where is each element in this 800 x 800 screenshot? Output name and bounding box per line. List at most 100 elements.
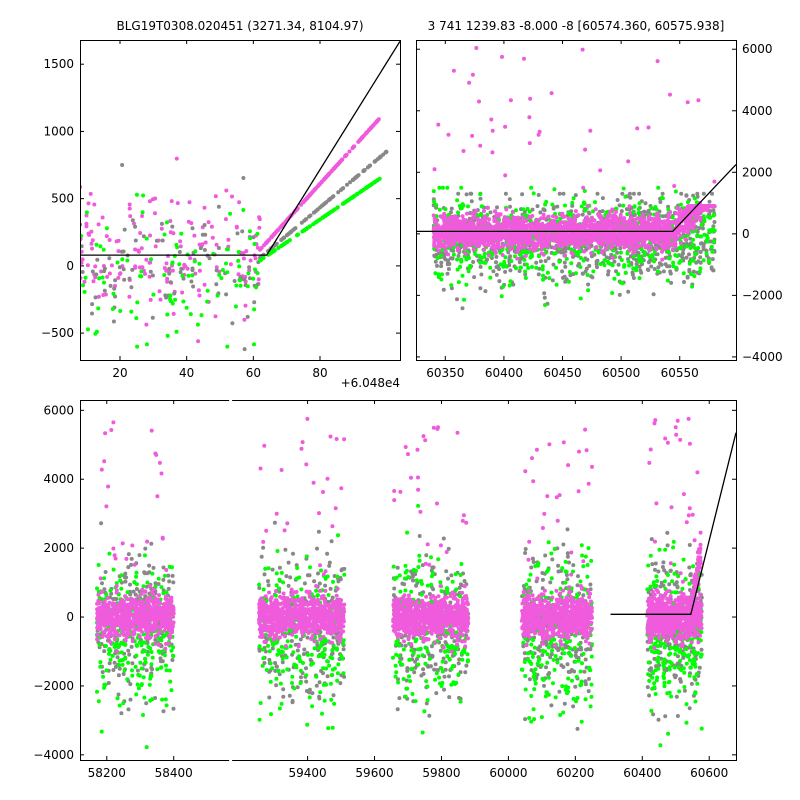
data-point xyxy=(477,253,482,258)
data-point xyxy=(99,269,104,274)
data-point xyxy=(451,68,456,73)
data-point xyxy=(677,246,682,251)
data-point xyxy=(252,300,257,305)
data-point xyxy=(214,268,219,273)
data-point xyxy=(540,237,545,242)
data-point xyxy=(490,236,495,241)
data-point xyxy=(190,266,195,271)
data-point xyxy=(654,246,659,251)
data-point xyxy=(673,221,678,226)
data-point xyxy=(504,236,509,241)
data-point xyxy=(127,276,132,281)
data-point xyxy=(691,237,696,242)
data-point xyxy=(141,234,146,239)
data-point xyxy=(660,242,665,247)
data-point xyxy=(168,293,173,298)
data-point xyxy=(268,251,272,256)
data-point xyxy=(599,250,604,255)
data-point xyxy=(515,256,520,261)
data-point xyxy=(442,223,447,228)
data-point xyxy=(602,263,607,268)
data-point xyxy=(147,563,152,568)
data-point xyxy=(539,247,544,252)
data-point xyxy=(460,214,465,219)
data-point xyxy=(111,319,116,324)
data-point xyxy=(699,222,704,227)
x-tick-label: 60 xyxy=(246,366,261,380)
x-tick-label: 40 xyxy=(179,366,194,380)
data-point xyxy=(339,158,344,163)
data-point xyxy=(93,264,98,269)
data-point xyxy=(640,212,645,217)
data-point xyxy=(482,251,487,256)
data-point xyxy=(129,309,134,314)
data-point xyxy=(585,273,590,277)
data-point xyxy=(508,98,513,103)
data-point xyxy=(144,342,149,347)
data-point xyxy=(501,284,506,289)
data-point xyxy=(130,218,135,223)
data-point xyxy=(107,661,112,666)
data-point xyxy=(167,271,172,276)
data-point xyxy=(86,201,91,206)
data-point xyxy=(431,213,436,218)
data-point xyxy=(273,242,278,247)
data-point xyxy=(154,238,159,243)
data-point xyxy=(693,252,698,257)
data-point xyxy=(135,300,140,305)
data-point xyxy=(536,132,541,137)
data-point xyxy=(255,231,260,236)
data-point xyxy=(210,235,215,240)
data-point xyxy=(118,309,123,313)
data-point xyxy=(450,241,455,246)
data-point xyxy=(581,237,586,242)
data-point xyxy=(613,233,618,238)
data-point xyxy=(576,213,581,218)
data-point xyxy=(708,209,713,213)
data-point xyxy=(594,245,599,250)
data-point xyxy=(570,225,574,230)
data-point xyxy=(312,187,317,192)
data-point xyxy=(560,211,565,216)
data-point xyxy=(618,212,623,217)
data-point xyxy=(248,236,253,241)
data-point xyxy=(707,199,712,204)
data-point xyxy=(700,208,705,213)
data-point xyxy=(109,591,114,596)
data-point xyxy=(620,191,625,196)
data-point xyxy=(660,196,665,201)
data-point xyxy=(432,199,437,204)
data-point xyxy=(563,249,568,254)
panel-top-left: BLG19T0308.020451 (3271.34, 8104.97) 20 4… xyxy=(41,19,401,390)
data-point xyxy=(478,260,483,265)
data-point xyxy=(206,220,211,225)
data-point xyxy=(102,649,107,654)
data-point xyxy=(170,301,175,306)
model-line xyxy=(416,164,736,233)
data-point xyxy=(621,186,626,191)
data-point xyxy=(669,280,674,285)
data-point xyxy=(165,333,170,338)
panel-top-right-title: 3 741 1239.83 -8.000 -8 [60574.360, 6057… xyxy=(428,19,725,33)
data-point xyxy=(169,199,174,204)
data-point xyxy=(241,208,246,212)
data-point xyxy=(605,235,610,240)
data-point xyxy=(573,245,578,250)
data-point xyxy=(648,232,653,237)
data-point xyxy=(671,260,676,265)
data-point xyxy=(254,285,259,290)
data-point xyxy=(460,306,465,311)
data-point xyxy=(214,265,219,270)
data-point xyxy=(495,205,499,210)
data-point xyxy=(197,261,202,266)
data-point xyxy=(100,215,105,220)
data-point xyxy=(707,228,712,233)
data-point xyxy=(608,244,613,249)
data-point xyxy=(173,297,178,302)
data-point xyxy=(472,233,477,238)
data-point xyxy=(660,257,665,262)
data-point xyxy=(648,226,653,231)
data-point xyxy=(140,265,145,270)
data-point xyxy=(262,661,267,665)
data-point xyxy=(153,211,157,216)
